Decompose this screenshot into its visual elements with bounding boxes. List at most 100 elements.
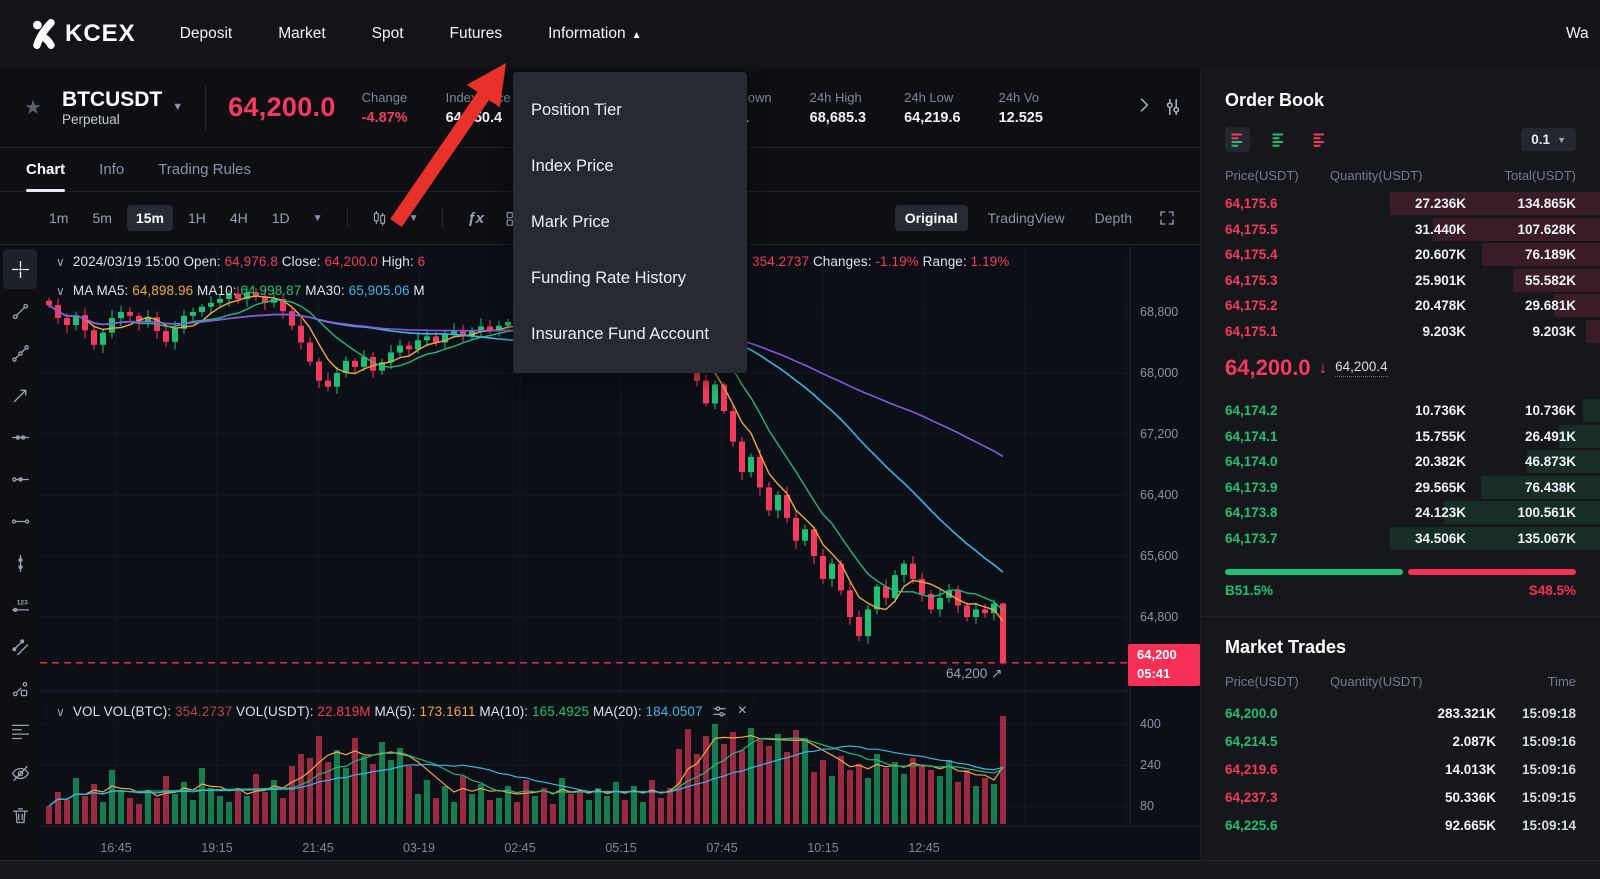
ask-row[interactable]: 64,175.6 27.236K 134.865K — [1225, 191, 1600, 217]
horizontal-ray-tool[interactable] — [3, 459, 37, 499]
pattern-tool-tool[interactable] — [3, 669, 37, 709]
hide-drawings-tool[interactable] — [3, 753, 37, 793]
trade-row[interactable]: 64,200.0 283.321K 15:09:18 — [1225, 705, 1576, 721]
ask-row[interactable]: 64,175.5 31.440K 107.628K — [1225, 217, 1600, 243]
interval-5m[interactable]: 5m — [92, 210, 112, 226]
chart-style-caret-icon[interactable]: ▼ — [408, 212, 419, 224]
view-original[interactable]: Original — [894, 205, 968, 231]
collapse-caret-icon[interactable]: ∨ — [56, 255, 65, 269]
volume-legend-wrap: ∨ VOL VOL(BTC): 354.2737 VOL(USDT): 22.81… — [46, 698, 758, 724]
view-depth[interactable]: Depth — [1094, 210, 1132, 226]
fullscreen-icon[interactable] — [1152, 209, 1182, 227]
mid-last-price: 64,200.0 — [1225, 355, 1311, 380]
bid-row[interactable]: 64,173.7 34.506K 135.067K — [1225, 526, 1600, 552]
tab-trading-rules[interactable]: Trading Rules — [158, 161, 252, 178]
parallel-channel-tool[interactable] — [3, 627, 37, 667]
interval-4h[interactable]: 4H — [229, 210, 248, 226]
ask-row[interactable]: 64,175.1 9.203K 9.203K — [1225, 319, 1600, 345]
nav-item-market[interactable]: Market — [278, 25, 326, 42]
symbol-selector[interactable]: BTCUSDT Perpetual ▼ — [62, 88, 183, 127]
bid-row[interactable]: 64,174.0 20.382K 46.873K — [1225, 449, 1600, 475]
book-mode-bids-icon[interactable] — [1266, 127, 1291, 152]
interval-group: 1m 5m 15m 1H 4H 1D — [40, 205, 299, 231]
order-book-title: Order Book — [1225, 90, 1325, 110]
chevron-right-icon[interactable] — [1134, 92, 1154, 118]
interval-1m[interactable]: 1m — [49, 210, 69, 226]
crosshair-tool[interactable] — [3, 249, 37, 289]
order-book-headers: Price(USDT) Quantity(USDT) Total(USDT) — [1225, 168, 1576, 183]
nav-item-deposit[interactable]: Deposit — [179, 25, 233, 42]
book-mode-combined-icon[interactable] — [1225, 127, 1250, 152]
collapse-caret-icon[interactable]: ∨ — [56, 704, 65, 719]
last-price-line-marker[interactable]: 64,200 ↗ — [946, 666, 1003, 681]
nav-item-futures[interactable]: Futures — [449, 25, 503, 42]
volume-settings-icon[interactable] — [711, 703, 728, 720]
ask-row[interactable]: 64,175.4 20.607K 76.189K — [1225, 242, 1600, 268]
bid-row[interactable]: 64,173.8 24.123K 100.561K — [1225, 500, 1600, 526]
svg-text:240: 240 — [1140, 758, 1161, 772]
price-direction-down-icon: ↓ — [1318, 358, 1328, 377]
nav-menu: Deposit Market Spot Futures Information ▲ — [180, 25, 642, 43]
trade-row[interactable]: 64,214.5 2.087K 15:09:16 — [1225, 733, 1576, 749]
svg-text:21:45: 21:45 — [302, 841, 333, 855]
svg-text:07:45: 07:45 — [706, 841, 737, 855]
chart-style-candles-icon[interactable] — [364, 209, 395, 228]
favorite-star-icon[interactable]: ★ — [24, 97, 42, 119]
menu-item-position-tier[interactable]: Position Tier — [531, 100, 622, 119]
nav-wallet-partial[interactable]: Wa — [1566, 25, 1589, 42]
volume-close-icon[interactable]: × — [737, 702, 748, 719]
interval-1d[interactable]: 1D — [271, 210, 290, 226]
book-mode-asks-icon[interactable] — [1307, 127, 1332, 152]
tab-info[interactable]: Info — [99, 161, 125, 178]
trend-line-tool[interactable] — [3, 291, 37, 331]
ma-legend: ∨ MA MA5: 64,898.96 MA10: 64,998.87 MA30:… — [56, 283, 425, 298]
ohlc-legend-right: 354.2737 Changes: -1.19% Range: 1.19% — [752, 254, 1010, 269]
view-tradingview[interactable]: TradingView — [987, 210, 1065, 226]
market-trades-title: Market Trades — [1225, 637, 1347, 657]
collapse-caret-icon[interactable]: ∨ — [56, 284, 65, 298]
menu-item-index-price[interactable]: Index Price — [531, 156, 614, 175]
order-book-mid[interactable]: 64,200.0 ↓ 64,200.4 — [1225, 346, 1576, 390]
delete-tool[interactable] — [3, 795, 37, 835]
bids-list: 64,174.2 10.736K 10.736K 64,174.1 15.755K 26.… — [1225, 398, 1600, 552]
menu-item-insurance-fund-account[interactable]: Insurance Fund Account — [531, 324, 709, 343]
menu-item-funding-rate-history[interactable]: Funding Rate History — [531, 268, 686, 287]
fib-retracement-tool[interactable] — [3, 711, 37, 751]
indicators-fx-icon[interactable]: ƒx — [467, 209, 485, 227]
svg-text:03-19: 03-19 — [403, 841, 435, 855]
nav-item-spot[interactable]: Spot — [371, 25, 404, 42]
trend-angle-tool[interactable] — [3, 333, 37, 373]
trade-row[interactable]: 64,219.6 14.013K 15:09:16 — [1225, 761, 1576, 777]
horizontal-line-tool[interactable] — [3, 417, 37, 457]
ask-row[interactable]: 64,175.3 25.901K 55.582K — [1225, 268, 1600, 294]
bid-row[interactable]: 64,174.2 10.736K 10.736K — [1225, 398, 1600, 424]
parallel-segment-tool[interactable] — [3, 501, 37, 541]
interval-more-caret-icon[interactable]: ▼ — [312, 212, 323, 224]
last-price-axis-tag[interactable]: 64,200 05:41 — [1128, 644, 1200, 686]
svg-text:65,600: 65,600 — [1140, 549, 1178, 563]
market-trades-headers: Price(USDT) Quantity(USDT) Time — [1225, 674, 1576, 689]
trade-row[interactable]: 64,225.6 92.665K 15:09:14 — [1225, 817, 1576, 833]
chevron-down-icon: ▼ — [172, 101, 184, 114]
buy-ratio-label: B51.5% — [1225, 583, 1274, 598]
tab-chart[interactable]: Chart — [26, 148, 66, 192]
trades-list: 64,200.0 283.321K 15:09:18 64,214.5 2.087K 15… — [1225, 699, 1576, 839]
interval-15m[interactable]: 15m — [126, 205, 173, 231]
vertical-line-tool[interactable] — [3, 543, 37, 583]
menu-item-mark-price[interactable]: Mark Price — [531, 212, 610, 231]
bid-row[interactable]: 64,174.1 15.755K 26.491K — [1225, 424, 1600, 450]
ask-row[interactable]: 64,175.2 20.478K 29.681K — [1225, 293, 1600, 319]
svg-text:19:15: 19:15 — [201, 841, 232, 855]
trade-row[interactable]: 64,237.3 50.336K 15:09:15 — [1225, 789, 1576, 805]
nav-item-information[interactable]: Information ▲ — [548, 25, 642, 42]
tick-size-select[interactable]: 0.1 ▼ — [1521, 128, 1576, 151]
volume-legend: ∨ VOL VOL(BTC): 354.2737 VOL(USDT): 22.81… — [56, 703, 703, 719]
jump-to-price-icon: ↗ — [991, 666, 1003, 681]
kcex-logo[interactable]: KCEX — [30, 19, 136, 49]
ticker-settings-icon[interactable] — [1162, 96, 1184, 118]
contract-type: Perpetual — [61, 112, 120, 128]
interval-1h[interactable]: 1H — [187, 210, 206, 226]
arrow-line-tool[interactable] — [3, 375, 37, 415]
bid-row[interactable]: 64,173.9 29.565K 76.438K — [1225, 475, 1600, 501]
price-note-tool[interactable]: 123 — [3, 585, 37, 625]
